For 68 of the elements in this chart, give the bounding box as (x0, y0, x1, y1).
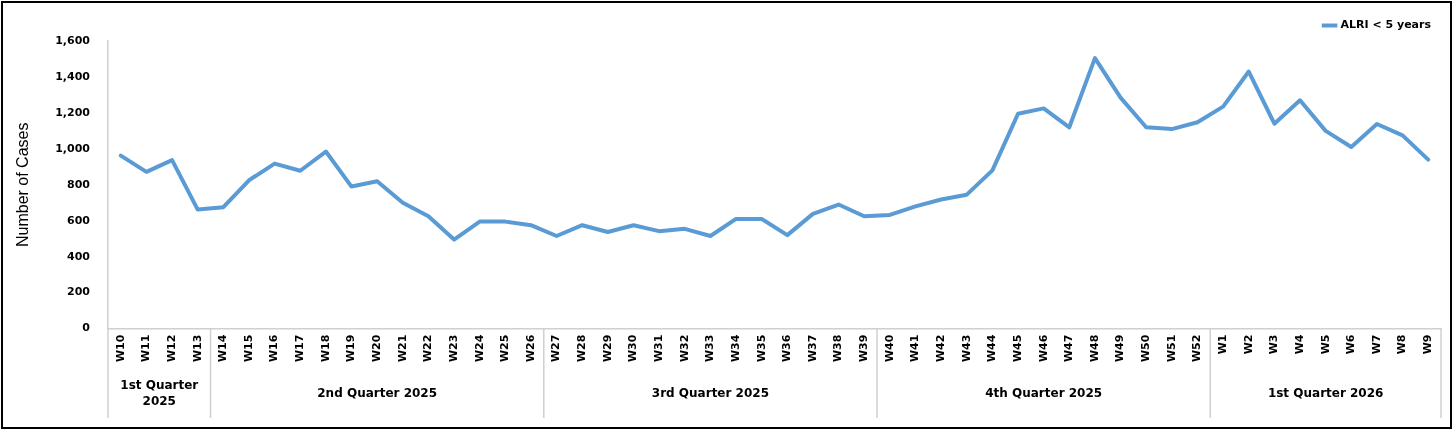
x-tick-label: W19 (344, 334, 358, 363)
y-tick-label: 1,200 (55, 105, 91, 119)
x-tick-label: W9 (1421, 334, 1435, 355)
x-tick-label: W47 (1062, 334, 1076, 363)
x-tick-label: W51 (1164, 334, 1178, 363)
y-axis-title: Number of Cases (14, 122, 32, 248)
x-tick-label: W35 (754, 334, 768, 363)
x-tick-label: W50 (1139, 334, 1153, 363)
x-tick-label: W27 (549, 334, 563, 363)
x-tick-label: W16 (267, 334, 281, 363)
y-tick-label: 1,400 (55, 69, 91, 83)
x-tick-label: W8 (1395, 334, 1409, 355)
x-tick-label: W30 (626, 334, 640, 363)
x-tick-label: W28 (575, 334, 589, 363)
x-tick-label: W32 (677, 334, 691, 363)
x-tick-label: W29 (600, 334, 614, 363)
x-tick-label: W49 (1113, 334, 1127, 363)
x-tick-label: W26 (523, 334, 537, 363)
x-tick-label: W46 (1036, 334, 1050, 363)
x-tick-label: W14 (216, 334, 230, 363)
x-tick-label: W18 (318, 334, 332, 363)
x-tick-label: W43 (959, 334, 973, 363)
x-tick-label: W39 (857, 334, 871, 363)
x-tick-label: W4 (1292, 334, 1306, 355)
x-tick-label: W38 (831, 334, 845, 363)
x-tick-label: W21 (395, 334, 409, 363)
x-tick-label: W22 (421, 334, 435, 363)
text: 3rd Quarter 2025 (651, 386, 769, 401)
text: 2nd Quarter 2025 (317, 386, 438, 401)
y-tick-label: 1,600 (55, 33, 91, 47)
x-tick-label: W34 (728, 334, 742, 363)
x-tick-label: W1 (1215, 334, 1229, 355)
y-tick-label: 200 (67, 285, 91, 299)
legend-label: ALRI < 5 years (1340, 18, 1432, 32)
x-tick-label: W36 (780, 334, 794, 363)
x-tick-label: W5 (1318, 334, 1332, 355)
x-tick-label: W13 (190, 334, 204, 363)
x-tick-label: W31 (652, 334, 665, 363)
y-tick-label: 1,000 (55, 141, 91, 155)
x-tick-label: W12 (164, 334, 178, 363)
x-tick-label: W52 (1190, 334, 1204, 363)
x-tick-label: W40 (882, 334, 896, 363)
x-tick-label: W15 (241, 334, 255, 363)
x-tick-label: W48 (1087, 334, 1101, 363)
x-tick-label: W6 (1344, 334, 1358, 355)
x-tick-label: W20 (370, 334, 384, 363)
x-tick-label: W37 (805, 334, 819, 363)
y-tick-label: 800 (67, 177, 91, 191)
x-tick-label: W24 (472, 334, 486, 363)
text: 1st Quarter 2025 (120, 378, 199, 409)
x-tick-label: W44 (985, 334, 999, 363)
x-tick-label: W41 (908, 334, 922, 363)
x-tick-label: W7 (1369, 334, 1383, 355)
text: 1st Quarter 2026 (1267, 386, 1384, 401)
y-tick-label: 0 (82, 321, 91, 335)
y-tick-label: 400 (67, 249, 91, 263)
x-tick-label: W3 (1267, 334, 1281, 355)
x-tick-label: W2 (1241, 334, 1255, 355)
x-tick-label: W10 (113, 334, 127, 363)
x-tick-label: W42 (933, 334, 947, 363)
y-tick-label: 600 (67, 213, 91, 227)
x-tick-label: W25 (498, 334, 512, 363)
x-tick-label: W23 (446, 334, 460, 363)
x-tick-label: W45 (1010, 334, 1024, 363)
text: 4th Quarter 2025 (985, 386, 1103, 401)
x-tick-label: W11 (139, 334, 153, 363)
x-tick-label: W17 (293, 334, 307, 363)
x-tick-label: W33 (703, 334, 717, 363)
